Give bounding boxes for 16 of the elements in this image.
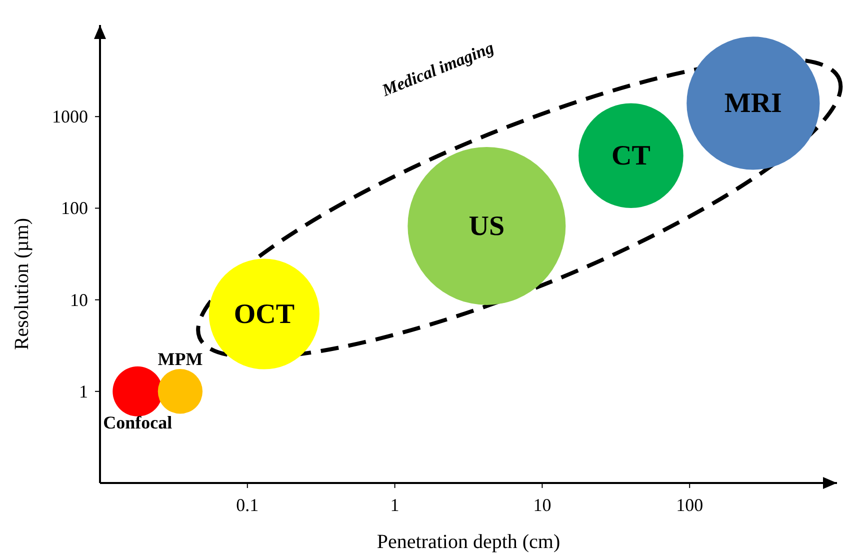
x-tick-label: 10 (533, 495, 552, 515)
series-label: MPM (158, 349, 203, 370)
series-label: MRI (724, 88, 782, 120)
series-label: CT (611, 140, 651, 172)
x-axis-title: Penetration depth (cm) (376, 531, 560, 553)
series-label: Confocal (103, 412, 172, 432)
y-tick-label: 1000 (52, 106, 88, 127)
x-tick-label: 100 (676, 495, 704, 515)
y-tick-label: 1 (79, 381, 88, 402)
y-tick-label: 10 (70, 290, 88, 310)
x-tick-label: 1 (390, 495, 400, 515)
x-tick-label: 0.1 (236, 495, 259, 515)
y-tick-label: 100 (61, 198, 88, 218)
series-label: OCT (234, 298, 295, 330)
y-axis-title: Resolution (µm) (11, 218, 33, 350)
series-label: US (468, 210, 505, 242)
